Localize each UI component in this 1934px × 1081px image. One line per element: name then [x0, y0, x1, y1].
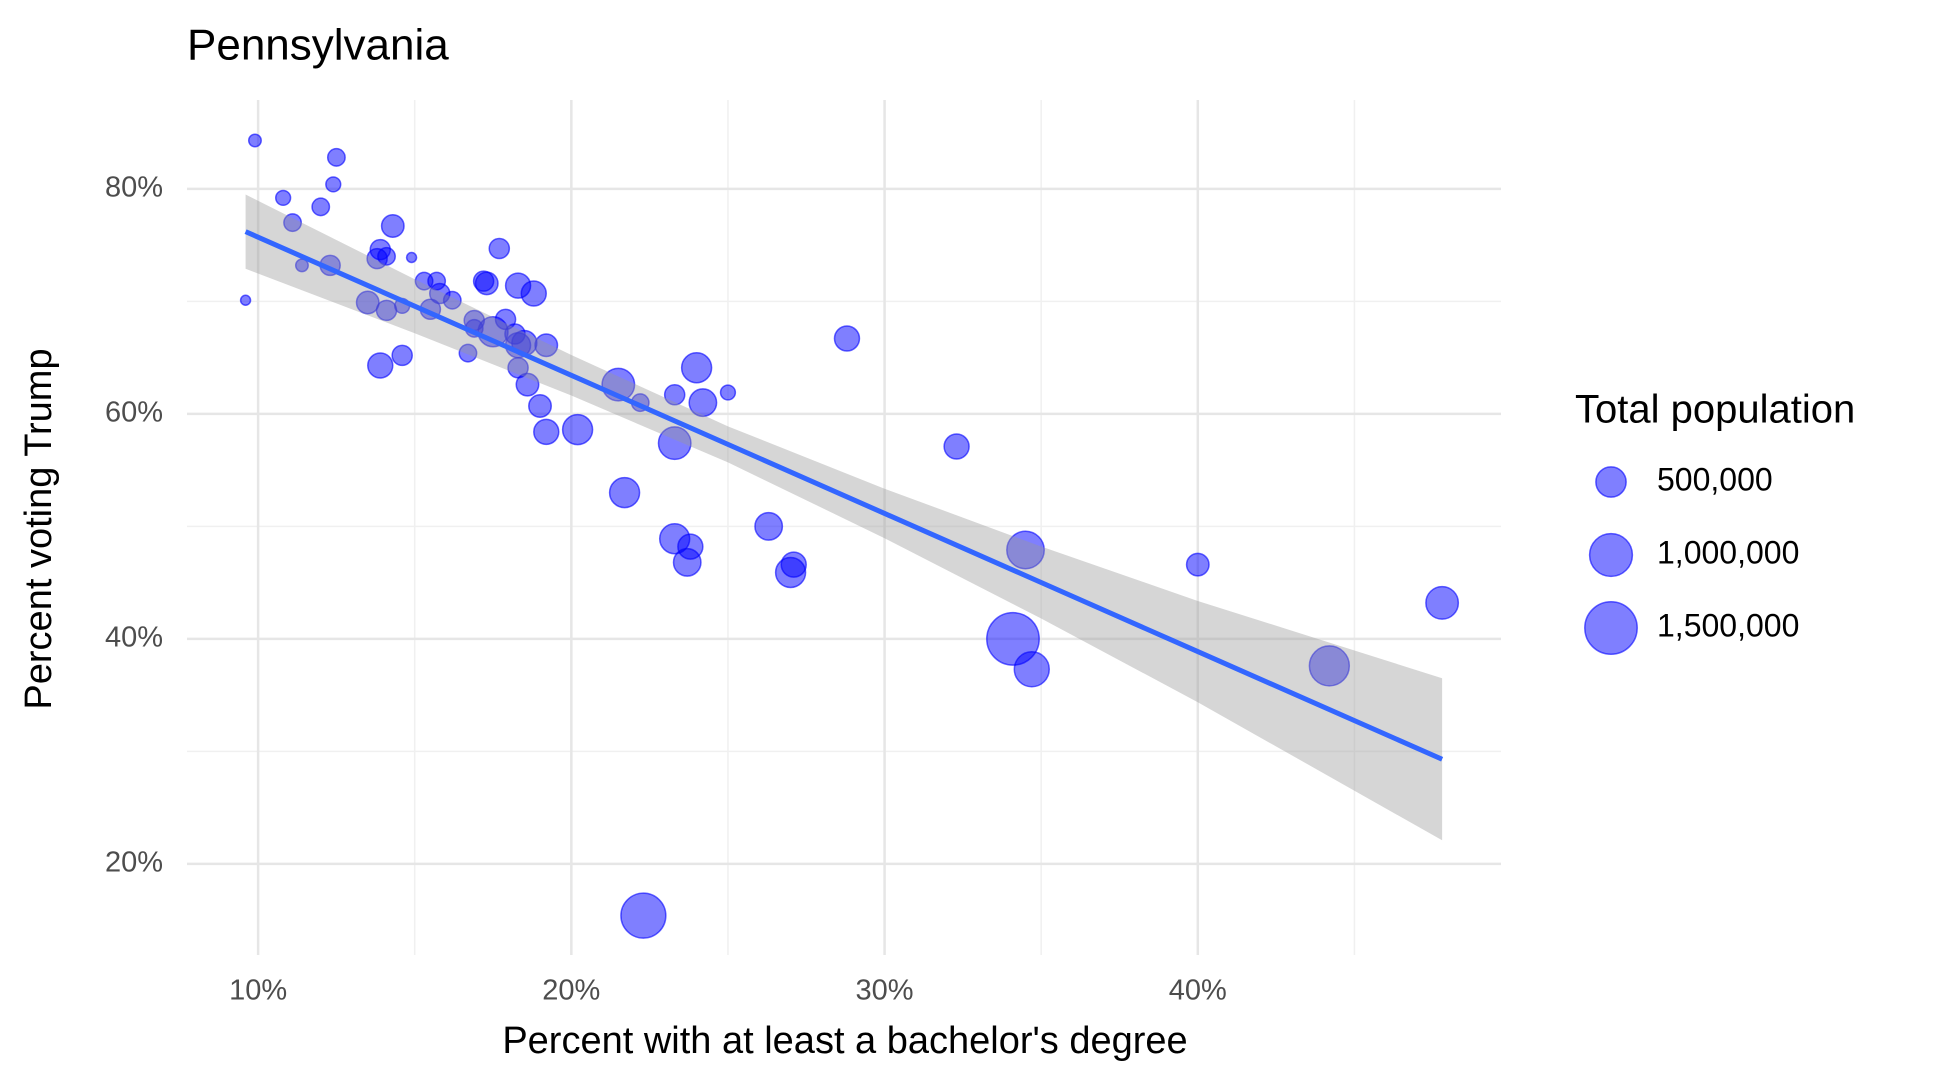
x-tick-label: 30% — [856, 975, 914, 1007]
point — [515, 372, 540, 397]
point — [325, 176, 342, 193]
x-tick-label: 40% — [1169, 975, 1227, 1007]
y-tick-label: 80% — [105, 172, 163, 204]
point — [534, 333, 559, 358]
legend-label: 500,000 — [1657, 461, 1773, 497]
y-tick-label: 20% — [105, 847, 163, 879]
point — [533, 418, 560, 446]
point — [528, 394, 552, 418]
legend-label: 1,500,000 — [1657, 607, 1799, 643]
point — [1185, 552, 1210, 577]
point — [657, 426, 692, 461]
y-tick-label: 60% — [105, 397, 163, 429]
point — [380, 214, 405, 238]
point — [442, 290, 462, 310]
point — [780, 551, 807, 578]
chart-title: Pennsylvania — [187, 21, 449, 70]
point — [561, 413, 594, 446]
point — [391, 344, 413, 367]
point — [754, 511, 784, 541]
point — [1013, 651, 1050, 688]
point — [488, 237, 511, 260]
point — [1425, 585, 1460, 620]
point — [943, 433, 970, 460]
legend-symbol — [1588, 532, 1634, 578]
point — [620, 892, 667, 939]
legend-label: 1,000,000 — [1657, 534, 1799, 570]
legend-symbol — [1595, 466, 1627, 498]
confidence-band — [245, 194, 1443, 841]
point — [474, 271, 499, 296]
point — [311, 197, 331, 217]
point — [1308, 645, 1351, 687]
point — [274, 189, 292, 207]
x-tick-label: 10% — [229, 975, 287, 1007]
point — [1006, 530, 1045, 570]
point — [520, 280, 547, 307]
y-axis-title: Percent voting Trump — [18, 348, 60, 709]
point — [367, 352, 394, 379]
point — [688, 388, 718, 418]
point — [355, 290, 380, 315]
point — [833, 325, 861, 352]
legend-title: Total population — [1575, 388, 1855, 432]
legend-symbol — [1584, 601, 1638, 655]
point — [458, 343, 478, 363]
fit-line — [244, 229, 1444, 762]
x-axis-title: Percent with at least a bachelor's degre… — [502, 1020, 1187, 1062]
point — [608, 476, 641, 509]
point — [247, 133, 262, 148]
point — [719, 384, 737, 401]
point — [405, 251, 418, 264]
point — [663, 383, 686, 406]
point — [377, 246, 396, 266]
point — [326, 147, 346, 167]
x-tick-label: 20% — [542, 975, 600, 1007]
point — [283, 213, 303, 233]
point — [677, 533, 704, 560]
point — [680, 352, 713, 384]
point — [239, 294, 252, 306]
y-tick-label: 40% — [105, 622, 163, 654]
